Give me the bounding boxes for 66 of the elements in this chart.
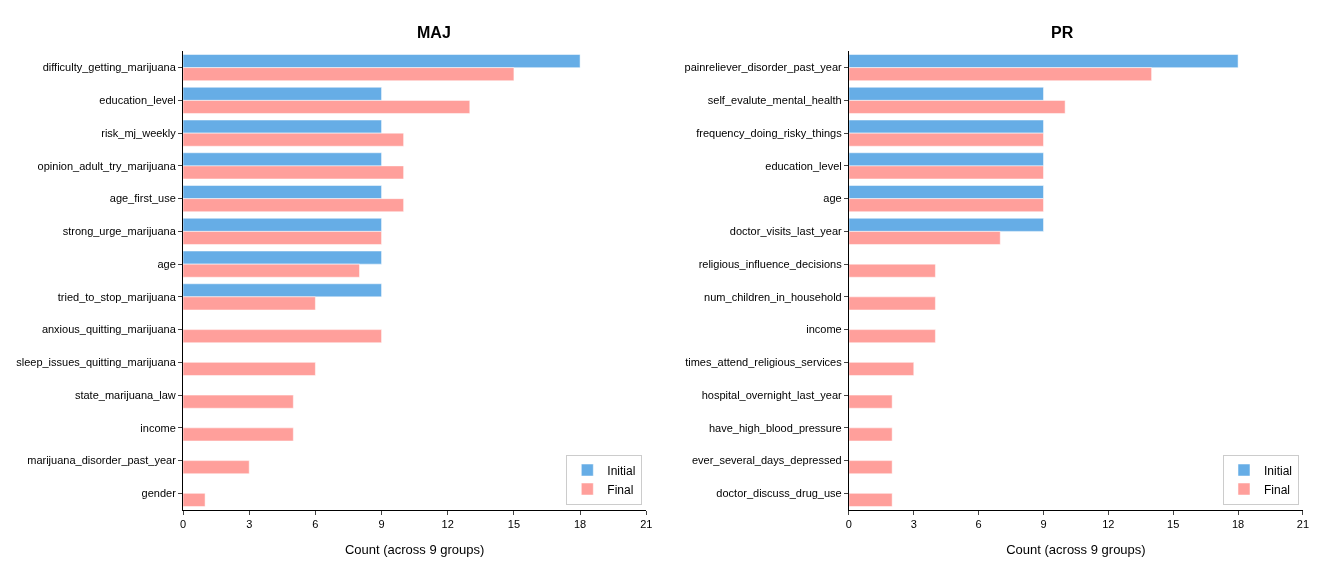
bar: [848, 493, 893, 507]
y-tick-label: doctor_visits_last_year: [729, 225, 843, 238]
y-tick-label: age_first_use: [109, 192, 176, 205]
x-tick-label: 12: [1102, 517, 1115, 530]
x-tick-label: 0: [845, 517, 852, 530]
bar: [848, 263, 936, 278]
y-tick-label: income: [806, 323, 842, 336]
bar: [183, 329, 382, 343]
y-tick-label: times_attend_religious_services: [685, 356, 843, 369]
y-tick-label: sleep_issues_quitting_marijuana: [16, 356, 177, 369]
x-tick-label: 9: [378, 517, 385, 530]
bar: [183, 460, 250, 474]
y-tick-label: have_high_blood_pressure: [709, 421, 842, 434]
chart-title: MAJ: [417, 24, 451, 41]
y-tick-label: marijuana_disorder_past_year: [27, 454, 177, 467]
x-axis-title: Count (across 9 groups): [1006, 541, 1146, 557]
bar: [848, 394, 893, 409]
bar: [848, 362, 915, 376]
legend-label: Final: [607, 482, 634, 497]
y-tick-label: frequency_doing_risky_things: [696, 126, 843, 139]
x-tick-label: 18: [1231, 517, 1245, 530]
y-tick-label: religious_influence_decisions: [698, 257, 843, 270]
bar: [848, 296, 936, 311]
y-tick-label: gender: [141, 487, 177, 500]
x-tick-label: 6: [312, 517, 319, 530]
y-tick-label: age: [823, 192, 842, 205]
y-tick-label: hospital_overnight_last_year: [701, 388, 843, 401]
y-tick-label: income: [140, 421, 176, 434]
y-tick-label: opinion_adult_try_marijuana: [37, 159, 177, 172]
y-tick-label: education_level: [99, 94, 176, 107]
x-tick-label: 21: [1296, 517, 1310, 530]
y-tick-label: strong_urge_marijuana: [62, 225, 177, 238]
x-tick-label: 3: [910, 517, 917, 530]
bar: [183, 427, 294, 442]
x-tick-label: 15: [507, 517, 521, 530]
bar: [848, 427, 893, 442]
y-tick-label: education_level: [765, 159, 842, 172]
y-tick-label: tried_to_stop_marijuana: [57, 290, 177, 303]
y-tick-label: ever_several_days_depressed: [691, 454, 842, 467]
x-tick-label: 18: [573, 517, 587, 530]
x-tick-label: 3: [246, 517, 253, 530]
legend-label: Initial: [607, 463, 636, 478]
y-tick-label: anxious_quitting_marijuana: [41, 323, 177, 336]
x-tick-label: 12: [441, 517, 454, 530]
x-tick-label: 21: [640, 517, 653, 530]
legend-label: Final: [1264, 482, 1291, 497]
x-tick-label: 9: [1040, 517, 1047, 530]
chart-title: PR: [1051, 24, 1074, 41]
x-tick-label: 15: [1167, 517, 1180, 530]
x-axis-title: Count (across 9 groups): [344, 541, 485, 557]
bar: [183, 362, 316, 376]
x-tick-label: 0: [179, 517, 187, 530]
x-tick-label: 6: [975, 517, 982, 530]
y-tick-label: self_evalute_mental_health: [707, 94, 842, 107]
y-tick-label: state_marijuana_law: [74, 388, 176, 401]
y-tick-label: doctor_discuss_drug_use: [716, 487, 842, 500]
y-tick-label: risk_mj_weekly: [101, 126, 177, 139]
y-tick-label: painreliever_disorder_past_year: [684, 61, 843, 74]
y-tick-label: difficulty_getting_marijuana: [42, 61, 177, 74]
y-tick-label: age: [157, 257, 176, 270]
bar: [848, 329, 936, 343]
y-tick-label: num_children_in_household: [704, 290, 842, 303]
bar: [183, 394, 294, 409]
bar: [183, 493, 206, 507]
legend-label: Initial: [1264, 463, 1293, 478]
bar: [848, 460, 893, 474]
